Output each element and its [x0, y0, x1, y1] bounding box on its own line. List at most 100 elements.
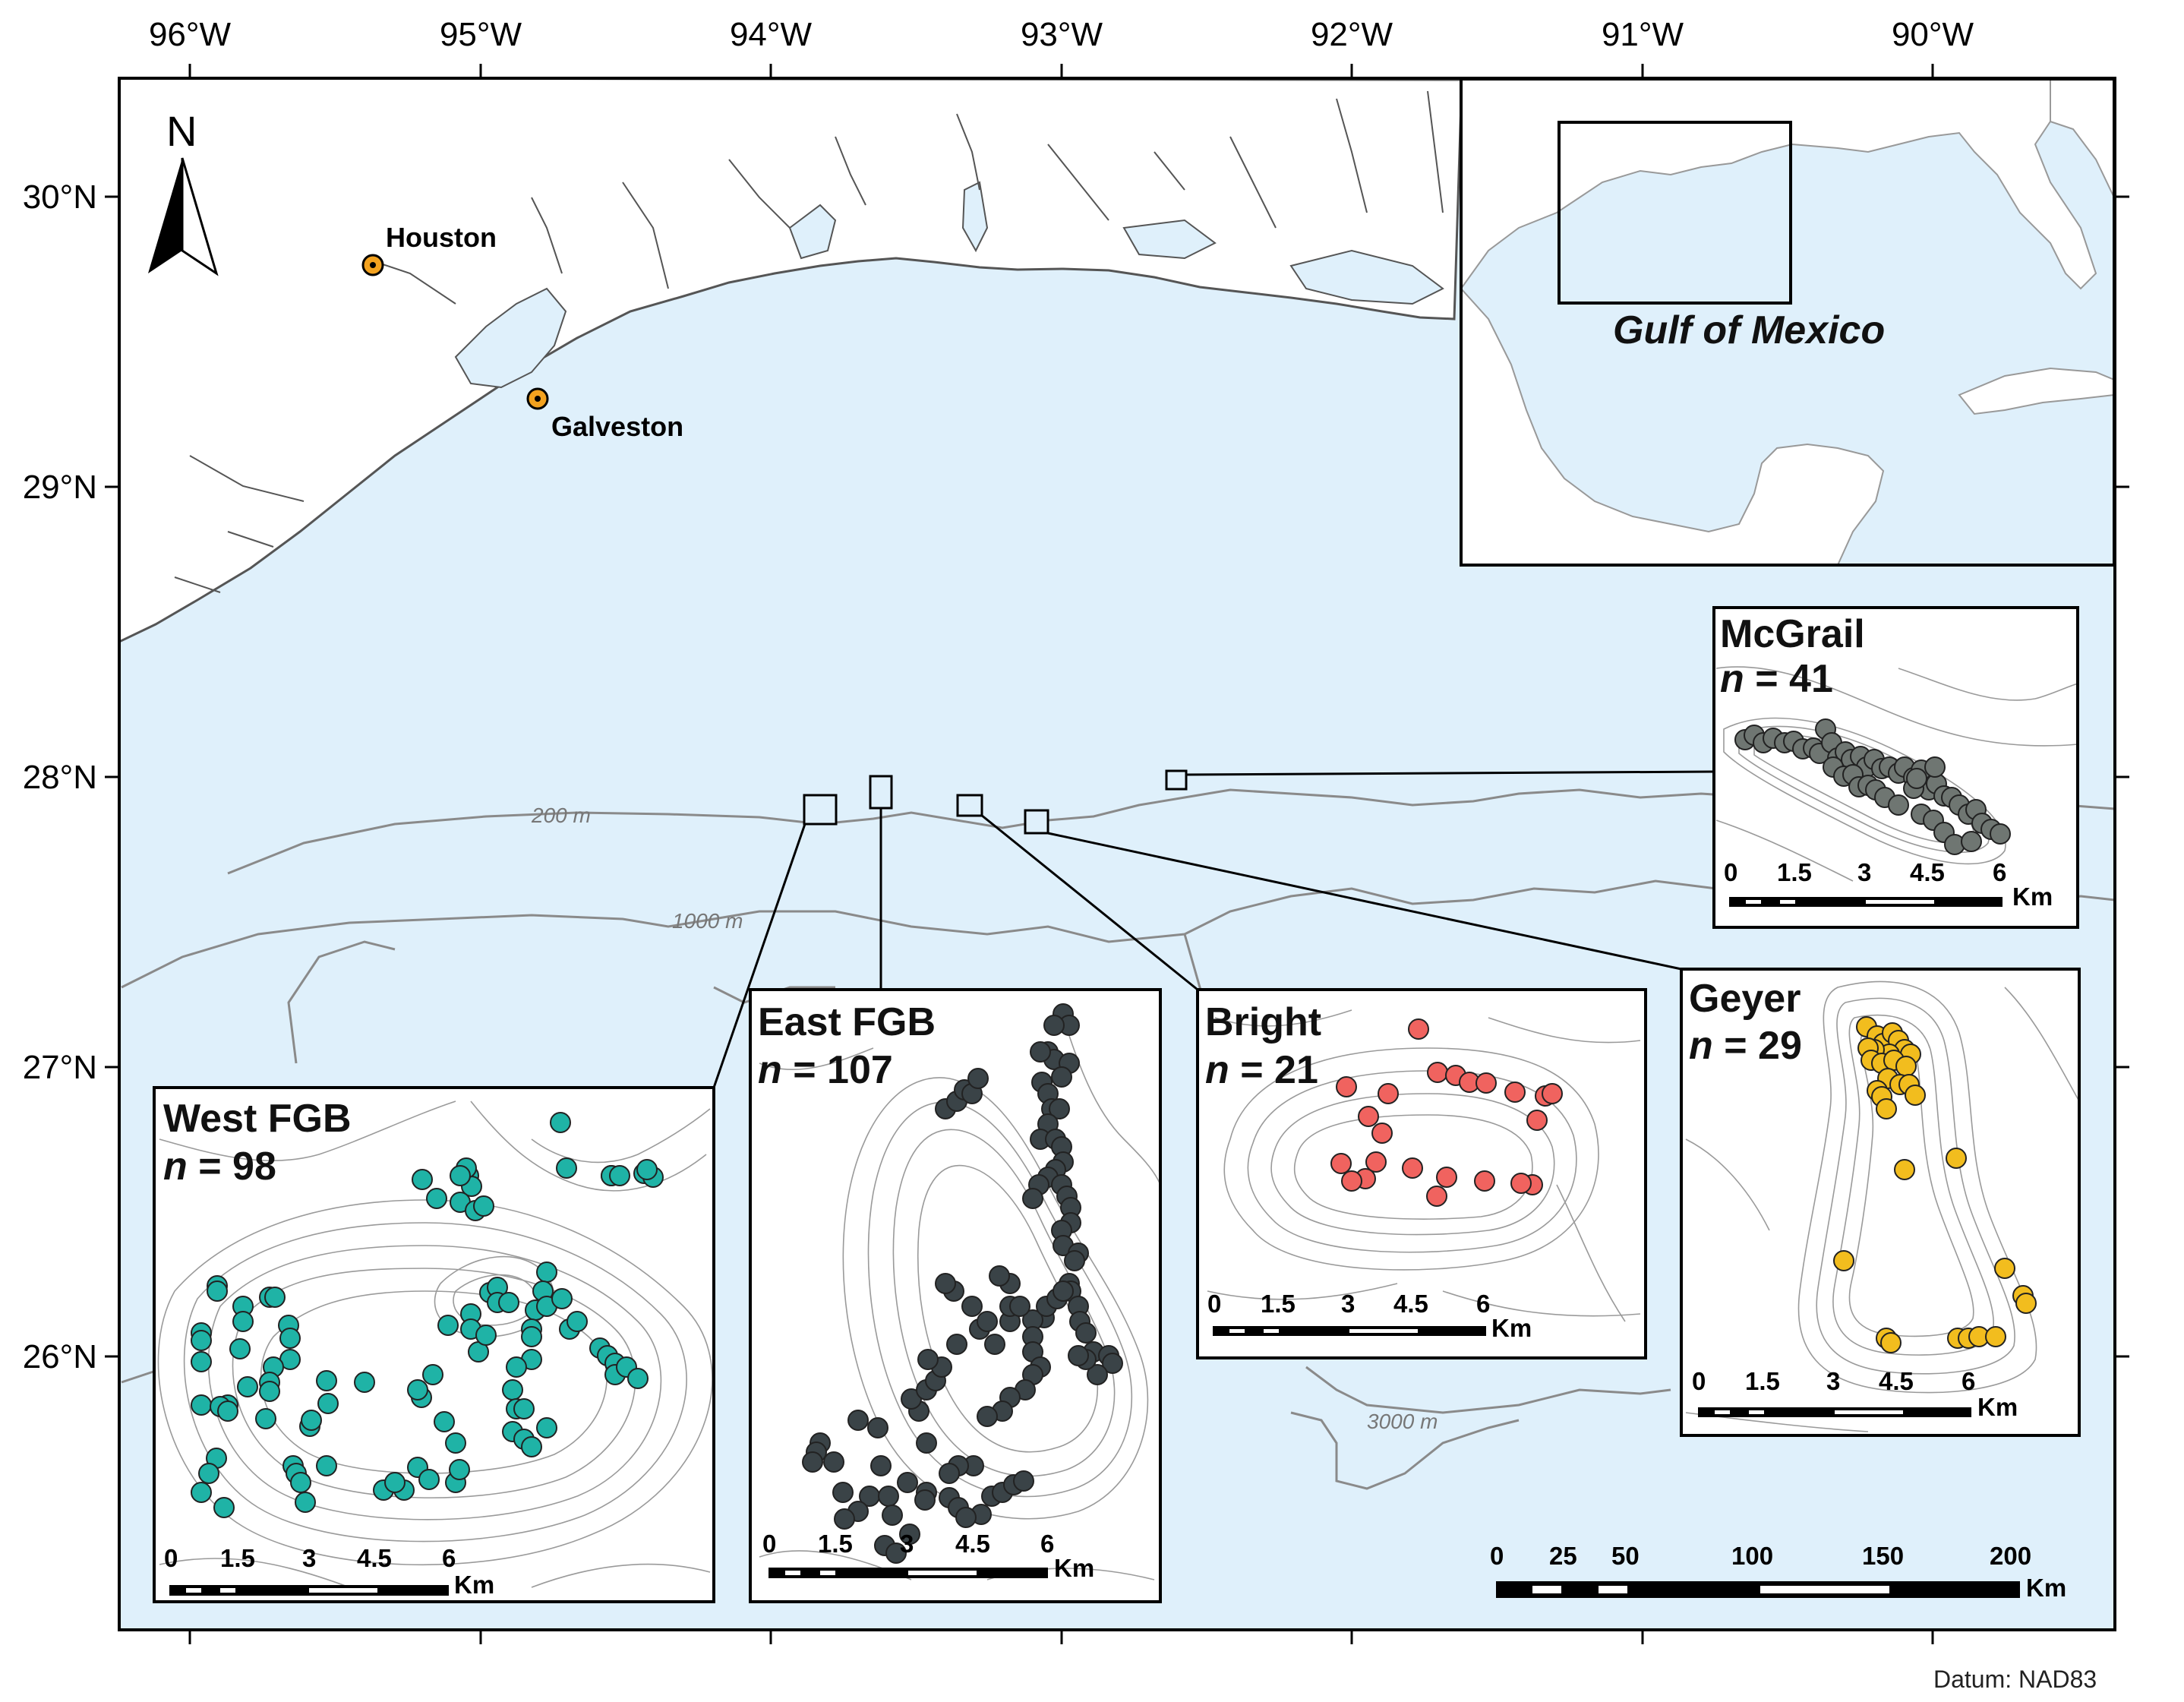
sampling-station-point	[2015, 1293, 2037, 1314]
east-fgb-scale-0: 0	[762, 1530, 776, 1558]
sampling-station-point	[867, 1417, 888, 1438]
lat-label-27n: 27°N	[23, 1049, 97, 1086]
lon-label-91w: 91°W	[1602, 16, 1684, 53]
sabine-lake	[788, 204, 837, 260]
west-fgb-title: West FGB	[163, 1097, 352, 1141]
sampling-station-point	[498, 1292, 519, 1313]
sampling-station-point	[550, 1112, 571, 1133]
sampling-station-point	[1888, 794, 1909, 816]
sampling-station-point	[426, 1188, 447, 1209]
lon-label-96w: 96°W	[149, 16, 232, 53]
sampling-station-point	[475, 1325, 497, 1346]
sampling-station-point	[407, 1379, 428, 1400]
sampling-station-point	[882, 1505, 903, 1526]
sampling-station-point	[977, 1406, 998, 1427]
sampling-station-point	[1427, 1062, 1448, 1083]
sampling-station-point	[1402, 1157, 1423, 1179]
sampling-station-point	[295, 1492, 316, 1513]
sampling-station-point	[521, 1326, 542, 1347]
lon-label-92w: 92°W	[1311, 16, 1393, 53]
east-fgb-scale-unit: Km	[1054, 1554, 1094, 1582]
sampling-station-point	[213, 1497, 235, 1518]
overview-frame	[1460, 77, 2116, 567]
bright-scale-1: 1.5	[1261, 1290, 1296, 1318]
sampling-station-point	[536, 1417, 557, 1438]
sampling-station-point	[316, 1370, 337, 1391]
geyer-scale-2: 3	[1826, 1367, 1840, 1395]
sampling-station-point	[878, 1486, 899, 1507]
sampling-station-point	[384, 1472, 406, 1493]
east-fgb-count: n = 107	[758, 1048, 893, 1092]
west-fgb-scale-3: 4.5	[357, 1544, 392, 1572]
contour-label-3000m: 3000 m	[1367, 1410, 1438, 1433]
geyer-bathymetry	[1685, 980, 2079, 1432]
bright-frame	[1196, 988, 1647, 1359]
graticule-ticks	[105, 64, 2129, 1644]
mcgrail-scale-1: 1.5	[1777, 858, 1812, 886]
sampling-station-point	[847, 1410, 869, 1431]
vermilion-bay	[1289, 249, 1444, 305]
sampling-station-point	[1371, 1123, 1393, 1144]
sampling-station-point	[191, 1394, 212, 1416]
sampling-station-point	[1365, 1151, 1387, 1173]
inset-east-fgb: East FGB n = 107 0 1.5 3 4.5 6 Km	[749, 988, 1162, 1603]
sampling-station-point	[513, 1398, 535, 1419]
west-fgb-scale-unit: Km	[454, 1571, 494, 1599]
sampling-station-point	[885, 1543, 907, 1564]
calcasieu-lake	[961, 181, 989, 253]
main-scale-tick-200: 200	[1990, 1542, 2031, 1570]
leader-lines	[712, 770, 1715, 1088]
sampling-station-point	[1475, 1072, 1497, 1094]
lat-label-28n: 28°N	[23, 759, 97, 796]
contour-label-200m: 200 m	[531, 804, 591, 827]
geyer-scale-4: 6	[1961, 1367, 1975, 1395]
sampling-station-point	[1474, 1170, 1495, 1192]
mcgrail-scale-3: 4.5	[1910, 858, 1945, 886]
bright-title: Bright	[1205, 1000, 1321, 1044]
houston-label: Houston	[386, 222, 497, 253]
geyer-title: Geyer	[1689, 977, 1801, 1021]
west-fgb-points	[191, 1112, 664, 1518]
north-arrow-icon: N	[148, 107, 219, 276]
east-fgb-scale-bar: 0 1.5 3 4.5 6 Km	[762, 1530, 1094, 1582]
main-scale-tick-0: 0	[1490, 1542, 1504, 1570]
west-fgb-scale-0: 0	[164, 1544, 178, 1572]
east-fgb-scale-4: 6	[1040, 1530, 1054, 1558]
houston-marker: Houston	[361, 222, 497, 276]
site-box-west-fgb	[803, 794, 838, 826]
sampling-station-point	[832, 1482, 854, 1503]
sampling-station-point	[316, 1455, 337, 1476]
sampling-station-point	[823, 1451, 844, 1473]
sampling-station-point	[1906, 768, 1927, 789]
sampling-station-point	[412, 1169, 433, 1190]
lat-label-29n: 29°N	[23, 469, 97, 506]
sampling-station-point	[1924, 756, 1946, 778]
geyer-scale-3: 4.5	[1879, 1367, 1914, 1395]
sampling-station-point	[255, 1408, 276, 1429]
site-box-east-fgb	[869, 775, 893, 810]
sampling-station-point	[217, 1400, 238, 1422]
sampling-station-point	[899, 1524, 920, 1545]
sampling-station-point	[946, 1334, 967, 1355]
sampling-station-point	[232, 1311, 254, 1332]
sampling-station-point	[636, 1159, 658, 1180]
sampling-station-point	[1336, 1076, 1357, 1097]
sampling-station-point	[627, 1368, 649, 1389]
mcgrail-title: McGrail	[1720, 612, 1865, 656]
west-fgb-scale-4: 6	[442, 1544, 456, 1572]
east-fgb-frame	[749, 988, 1162, 1603]
main-scale-unit: Km	[2026, 1574, 2066, 1602]
sampling-station-point	[506, 1356, 527, 1378]
sampling-station-point	[1378, 1083, 1399, 1104]
inset-bright: Bright n = 21 0 1.5 3 4.5 6 Km	[1196, 988, 1647, 1359]
sampling-station-point	[1894, 1159, 1915, 1180]
sampling-station-point	[198, 1463, 219, 1484]
sampling-station-point	[1030, 1041, 1051, 1063]
mcgrail-scale-2: 3	[1857, 858, 1871, 886]
sampling-station-point	[834, 1508, 855, 1530]
overview-inset: Gulf of Mexico	[1460, 77, 2116, 567]
sampling-station-point	[191, 1330, 212, 1351]
sampling-station-point	[301, 1410, 322, 1431]
lon-label-90w: 90°W	[1892, 16, 1974, 53]
sampling-station-point	[567, 1311, 588, 1332]
